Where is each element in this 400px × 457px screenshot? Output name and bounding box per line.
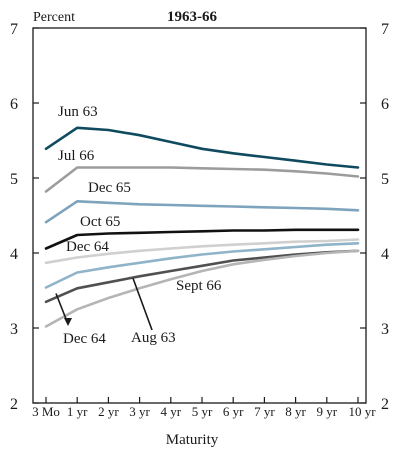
leader-arrowhead-dec64: [64, 318, 72, 326]
plot-frame: [32, 27, 367, 404]
series-line-3: [44, 228, 360, 250]
leader-line-aug63: [132, 277, 153, 331]
series-label-0: Jun 63: [58, 104, 98, 120]
y-tick-label-right: 5: [381, 171, 389, 188]
x-tick-label: 10 yr: [348, 404, 376, 419]
series-group: [44, 126, 360, 328]
y-tick-label-right: 6: [381, 96, 389, 113]
x-tick-label: 2 yr: [98, 404, 119, 419]
annotations-group: Jun 63 Jul 66 Dec 65 Oct 65 Dec 64 Sept 66 Dec…: [55, 104, 222, 347]
chart-title: 1963-66: [167, 9, 217, 25]
series-label-6: Dec 64: [63, 331, 106, 347]
series-line-1: [44, 166, 360, 193]
series-label-3: Oct 65: [80, 214, 120, 230]
y-tick-label-left: 5: [10, 171, 18, 188]
series-line-2: [44, 200, 360, 224]
series-line-7: [44, 249, 360, 328]
x-axis-title: Maturity: [166, 432, 219, 448]
x-tick-label: 3 yr: [129, 404, 150, 419]
y-tick-label-left: 7: [10, 21, 18, 38]
x-tick-label: 9 yr: [317, 404, 338, 419]
x-tick-label: 4 yr: [161, 404, 182, 419]
x-tick-label: 3 Mo: [32, 404, 60, 419]
series-label-7: Aug 63: [131, 330, 176, 346]
series-line-6: [44, 249, 360, 304]
series-line-4: [44, 238, 360, 265]
y-axis-left: 2 3 4 5 6 7: [10, 21, 39, 413]
x-tick-label: 6 yr: [223, 404, 244, 419]
y-tick-label-left: 4: [10, 246, 18, 263]
x-tick-label: 5 yr: [192, 404, 213, 419]
y-axis-right: 2 3 4 5 6 7: [360, 21, 389, 413]
x-axis: 3 Mo 1 yr 2 yr 3 yr 4 yr 5 yr 6 yr 7 yr 8 yr 9 yr…: [32, 397, 376, 419]
series-label-5: Sept 66: [176, 278, 222, 294]
y-tick-label-left: 6: [10, 96, 18, 113]
y-tick-label-left: 3: [10, 321, 18, 338]
y-tick-label-right: 3: [381, 321, 389, 338]
y-tick-label-right: 4: [381, 246, 389, 263]
x-tick-label: 8 yr: [285, 404, 306, 419]
series-label-1: Jul 66: [58, 148, 95, 164]
y-tick-label-right: 7: [381, 21, 389, 38]
x-tick-label: 1 yr: [67, 404, 88, 419]
y-tick-label-right: 2: [381, 396, 389, 413]
series-line-5: [44, 242, 360, 289]
y-tick-label-left: 2: [10, 396, 18, 413]
y-axis-unit-label: Percent: [33, 10, 75, 25]
series-line-0: [44, 126, 360, 169]
x-tick-label: 7 yr: [254, 404, 275, 419]
series-label-2: Dec 65: [88, 180, 131, 196]
series-label-4: Dec 64: [66, 239, 109, 255]
